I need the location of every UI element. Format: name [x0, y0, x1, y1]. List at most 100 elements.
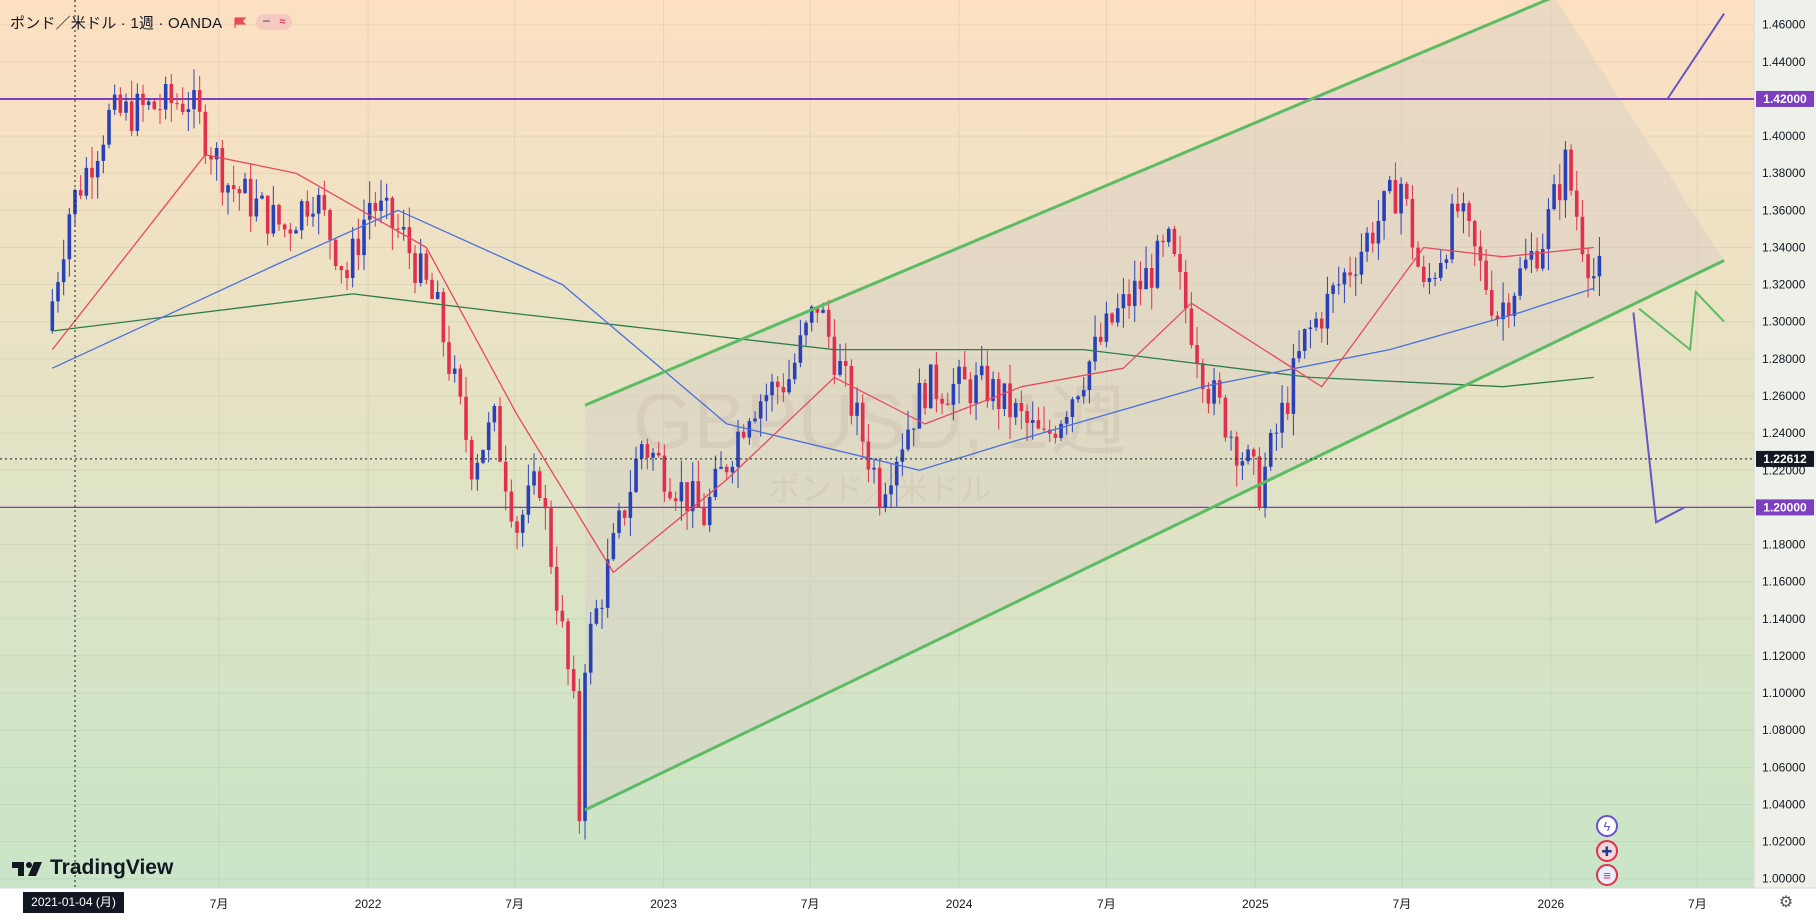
candle-body: [282, 224, 287, 230]
candle: [979, 345, 984, 381]
candle-body: [203, 111, 208, 156]
candle-body: [481, 449, 485, 463]
candle: [209, 147, 213, 175]
candle: [452, 355, 457, 383]
candle: [639, 440, 644, 470]
time-axis-background: [0, 888, 1816, 920]
candle: [1399, 177, 1403, 235]
candle: [1274, 423, 1279, 451]
candle: [1461, 192, 1466, 234]
candle-body: [1353, 274, 1358, 276]
candle: [1314, 312, 1318, 331]
candle-body: [639, 444, 644, 459]
candle-body: [1342, 272, 1347, 285]
time-tick-label: 2023: [650, 897, 677, 911]
candle: [1042, 406, 1046, 433]
candle: [1501, 282, 1505, 341]
gear-icon[interactable]: ⚙: [1778, 894, 1794, 911]
candle: [1387, 175, 1392, 194]
crosshair-date-badge: 2021-01-04 (月): [23, 892, 124, 913]
candle-body: [1223, 397, 1228, 438]
candle: [1144, 246, 1148, 290]
candle-body: [1591, 276, 1596, 279]
candle: [934, 351, 939, 413]
candle: [968, 372, 973, 415]
candle-body: [441, 291, 446, 343]
candle: [1263, 452, 1267, 518]
candle-body: [537, 471, 542, 498]
candle-body: [1013, 402, 1018, 418]
candle: [1008, 364, 1012, 440]
candle-body: [1246, 449, 1250, 462]
candle-body: [883, 494, 888, 508]
candle: [1098, 322, 1103, 346]
forecast-up-path: [1666, 13, 1725, 100]
candle: [237, 186, 242, 211]
candle: [843, 343, 848, 387]
candle: [554, 546, 559, 625]
candle-body: [1257, 456, 1262, 509]
candle-body: [583, 672, 587, 822]
candle-body: [1331, 285, 1335, 294]
candle: [1336, 266, 1341, 295]
symbol-title[interactable]: ポンド／米ドル · 1週 · OANDA: [10, 14, 223, 32]
price-tick-label: 1.46000: [1762, 18, 1806, 32]
wave-icon[interactable]: ≈: [279, 16, 286, 28]
candle: [447, 325, 451, 381]
us-flag-event-icon[interactable]: ≡: [1596, 864, 1618, 886]
candle: [135, 83, 140, 137]
candle-body: [758, 401, 763, 419]
candle: [1557, 163, 1562, 220]
uk-flag-event-icon[interactable]: ✚: [1596, 840, 1618, 862]
candle: [957, 359, 961, 404]
candle-body: [685, 482, 689, 512]
candle-body: [577, 691, 582, 822]
candle-body: [1081, 390, 1086, 397]
indicator-toggle-chip[interactable]: ━ ≈: [256, 14, 293, 30]
candle: [594, 599, 599, 626]
candle: [231, 165, 236, 203]
candle-body: [243, 178, 247, 194]
candle: [577, 678, 582, 834]
candle: [1342, 268, 1347, 304]
candle-body: [186, 109, 191, 113]
candle: [713, 455, 718, 501]
candle-body: [1251, 449, 1256, 457]
candle-body: [1376, 220, 1381, 244]
candle: [1518, 256, 1522, 300]
candle: [1132, 260, 1137, 323]
candle-body: [934, 364, 939, 399]
candle-body: [192, 90, 196, 110]
candle-body: [713, 468, 718, 497]
lightning-event-icon[interactable]: ϟ: [1596, 815, 1618, 837]
price-tick-label: 1.10000: [1762, 686, 1806, 700]
candle: [486, 412, 491, 463]
flag-icon[interactable]: [234, 16, 247, 28]
crosshair-price-badge-bg: [1756, 450, 1814, 467]
tradingview-logo[interactable]: TradingView: [12, 856, 173, 880]
candle-body: [515, 521, 519, 533]
candle: [1529, 232, 1534, 274]
candle: [662, 444, 667, 502]
candle: [996, 372, 1001, 430]
minus-icon[interactable]: ━: [263, 16, 270, 28]
candle: [1195, 326, 1199, 379]
candle-body: [311, 213, 315, 217]
candle: [243, 172, 247, 194]
candle-body: [996, 379, 1001, 410]
candle-body: [928, 364, 933, 409]
candle-body: [1064, 417, 1069, 424]
candle-body: [1200, 363, 1205, 389]
candle: [532, 453, 536, 495]
candle-body: [1274, 432, 1279, 434]
candle: [1444, 254, 1449, 270]
candle-body: [526, 485, 531, 515]
candle-body: [163, 83, 168, 110]
candle-body: [209, 155, 213, 160]
candle-body: [1161, 240, 1165, 243]
price-tick-label: 1.36000: [1762, 203, 1806, 217]
candle: [1569, 144, 1573, 196]
candle-body: [356, 238, 361, 256]
candle-body: [112, 94, 117, 110]
